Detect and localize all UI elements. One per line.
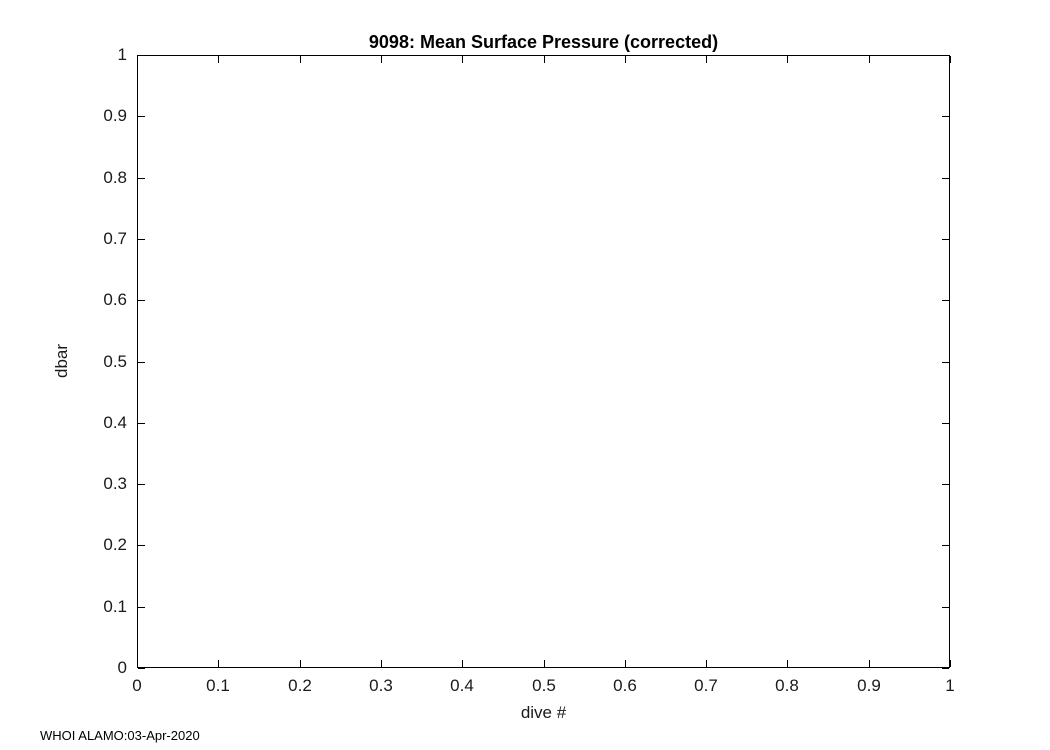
y-tick-label: 0.7 — [103, 229, 127, 248]
tick-mark — [706, 56, 707, 63]
y-tick-label: 0.1 — [103, 597, 127, 616]
tick-mark — [300, 660, 301, 667]
x-tick-label: 0.4 — [450, 676, 474, 695]
tick-mark — [462, 56, 463, 63]
tick-mark — [942, 178, 949, 179]
y-tick-label: 0.5 — [103, 352, 127, 371]
y-tick-label: 0.4 — [103, 413, 127, 432]
tick-mark — [787, 56, 788, 63]
tick-mark — [942, 423, 949, 424]
y-tick-label: 0.8 — [103, 168, 127, 187]
tick-mark — [138, 423, 145, 424]
tick-mark — [950, 660, 951, 667]
chart-title: 9098: Mean Surface Pressure (corrected) — [368, 32, 719, 52]
tick-mark — [942, 545, 949, 546]
x-tick-label: 0.1 — [206, 676, 230, 695]
tick-mark — [942, 300, 949, 301]
x-tick-label: 0.6 — [613, 676, 637, 695]
tick-mark — [138, 668, 145, 669]
tick-mark — [138, 300, 145, 301]
tick-mark — [138, 607, 145, 608]
y-tick-label: 0.2 — [103, 535, 127, 554]
y-tick-label: 0.9 — [103, 106, 127, 125]
tick-mark — [942, 362, 949, 363]
x-tick-label: 0.3 — [369, 676, 393, 695]
x-tick-label: 0 — [132, 676, 142, 695]
tick-mark — [138, 239, 145, 240]
tick-mark — [942, 668, 949, 669]
y-tick-label: 0 — [117, 658, 127, 677]
tick-mark — [942, 239, 949, 240]
tick-mark — [869, 660, 870, 667]
tick-mark — [942, 55, 949, 56]
tick-mark — [950, 56, 951, 63]
x-tick-label: 0.2 — [288, 676, 312, 695]
tick-mark — [381, 56, 382, 63]
tick-mark — [138, 55, 145, 56]
y-tick-label: 0.3 — [103, 474, 127, 493]
tick-mark — [138, 362, 145, 363]
tick-mark — [218, 56, 219, 63]
tick-mark — [942, 607, 949, 608]
y-tick-label: 1 — [117, 45, 127, 64]
tick-mark — [138, 178, 145, 179]
tick-mark — [942, 484, 949, 485]
tick-mark — [787, 660, 788, 667]
tick-mark — [462, 660, 463, 667]
x-tick-label: 0.5 — [532, 676, 556, 695]
tick-mark — [218, 660, 219, 667]
y-tick-label: 0.6 — [103, 290, 127, 309]
tick-mark — [138, 545, 145, 546]
tick-mark — [138, 116, 145, 117]
tick-mark — [625, 660, 626, 667]
tick-mark — [137, 660, 138, 667]
y-axis-label: dbar — [52, 343, 71, 379]
tick-mark — [138, 484, 145, 485]
x-tick-label: 0.9 — [857, 676, 881, 695]
tick-mark — [300, 56, 301, 63]
tick-mark — [137, 56, 138, 63]
plot-area — [137, 55, 950, 668]
x-axis-label: dive # — [520, 703, 567, 722]
tick-mark — [544, 56, 545, 63]
tick-mark — [544, 660, 545, 667]
x-tick-label: 0.8 — [775, 676, 799, 695]
tick-mark — [381, 660, 382, 667]
x-tick-label: 0.7 — [694, 676, 718, 695]
tick-mark — [706, 660, 707, 667]
tick-mark — [625, 56, 626, 63]
x-tick-label: 1 — [945, 676, 955, 695]
tick-mark — [869, 56, 870, 63]
tick-mark — [942, 116, 949, 117]
watermark-text: WHOI ALAMO:03-Apr-2020 — [40, 728, 200, 743]
